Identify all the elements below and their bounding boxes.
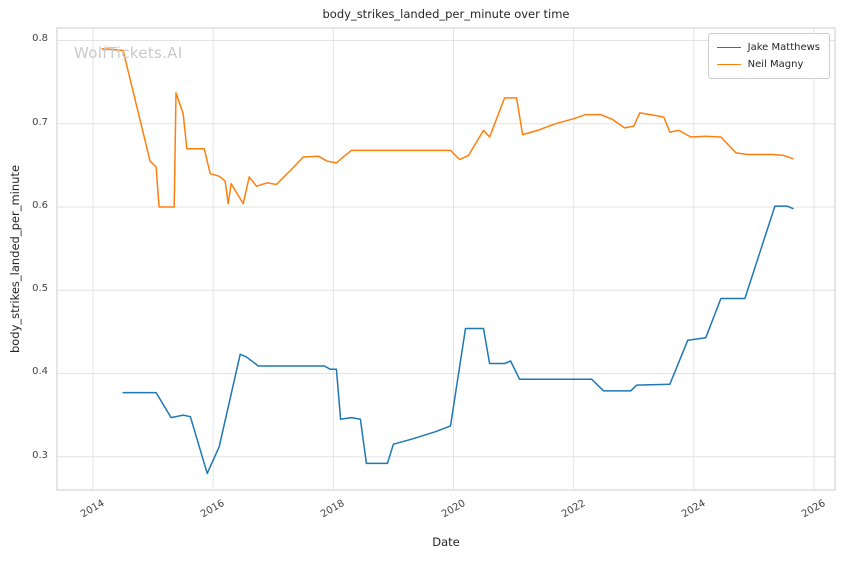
legend-label: Jake Matthews bbox=[747, 42, 820, 53]
y-tick-label: 0.3 bbox=[32, 449, 48, 461]
y-axis-label: body_strikes_landed_per_minute bbox=[8, 164, 22, 354]
y-tick-label: 0.5 bbox=[32, 283, 48, 295]
legend-item-neil-magny: Neil Magny bbox=[716, 56, 820, 73]
y-tick-label: 0.4 bbox=[32, 366, 48, 378]
watermark: WolfTickets.AI bbox=[74, 44, 183, 62]
legend-item-jake-matthews: Jake Matthews bbox=[716, 39, 820, 56]
y-tick-label: 0.8 bbox=[32, 33, 48, 45]
plot-border bbox=[56, 27, 836, 491]
chart-title: body_strikes_landed_per_minute over time bbox=[322, 7, 570, 21]
legend-line-swatch bbox=[716, 63, 741, 66]
series-line-neil-magny bbox=[101, 48, 794, 208]
legend-label: Neil Magny bbox=[747, 59, 804, 70]
y-tick-label: 0.6 bbox=[32, 199, 48, 211]
x-axis-label: Date bbox=[432, 535, 460, 549]
legend-line-swatch bbox=[716, 46, 741, 49]
legend: Jake Matthews Neil Magny bbox=[707, 33, 830, 79]
y-tick-label: 0.7 bbox=[32, 116, 48, 128]
series-line-jake-matthews bbox=[122, 205, 794, 475]
